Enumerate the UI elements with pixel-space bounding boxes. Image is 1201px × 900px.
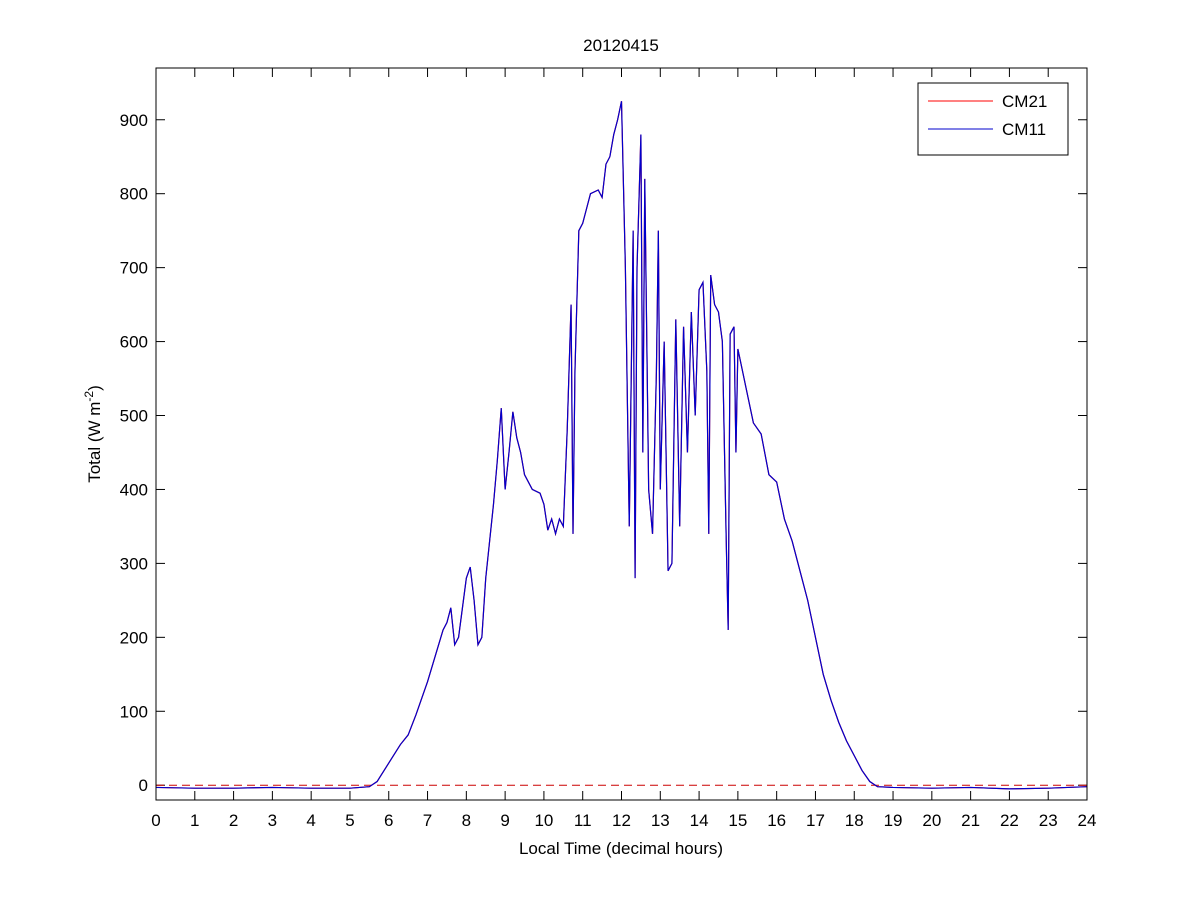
x-tick-label: 4 [306,811,315,830]
y-tick-label: 200 [120,628,148,647]
y-tick-label: 600 [120,333,148,352]
series-line [155,101,1088,790]
y-label-sup: -2 [82,391,96,402]
x-axis-label: Local Time (decimal hours) [519,839,723,858]
x-tick-label: 13 [651,811,670,830]
y-label-suffix: ) [85,385,104,391]
legend-label: CM21 [1002,92,1047,111]
x-tick-label: 1 [190,811,199,830]
x-tick-label: 15 [728,811,747,830]
legend-label: CM11 [1002,120,1046,139]
y-tick-label: 100 [120,702,148,721]
x-tick-label: 7 [423,811,432,830]
chart-title: 20120415 [583,36,659,55]
x-tick-label: 17 [806,811,825,830]
x-tick-label: 19 [884,811,903,830]
x-tick-label: 11 [574,811,592,830]
x-tick-label: 8 [462,811,471,830]
x-tick-label: 22 [1000,811,1019,830]
x-tick-label: 5 [345,811,354,830]
x-tick-label: 2 [229,811,238,830]
x-tick-label: 0 [151,811,160,830]
x-tick-label: 12 [612,811,631,830]
y-tick-label: 700 [120,259,148,278]
x-tick-label: 14 [690,811,709,830]
x-tick-label: 18 [845,811,864,830]
x-tick-label: 3 [268,811,277,830]
x-tick-label: 20 [922,811,941,830]
x-tick-label: 16 [767,811,786,830]
x-tick-label: 23 [1039,811,1058,830]
plot-frame [155,67,1088,801]
x-tick-label: 10 [534,811,553,830]
x-tick-label: 6 [384,811,393,830]
legend-box [917,82,1069,156]
x-tick-label: 21 [961,811,980,830]
y-tick-label: 500 [120,407,148,426]
y-label-text: Total (W m [85,402,104,483]
y-tick-label: 900 [120,111,148,130]
y-tick-label: 300 [120,554,148,573]
x-tick-label: 24 [1078,811,1097,830]
y-tick-label: 400 [120,480,148,499]
y-axis-label: Total (W m-2) [82,385,104,483]
x-tick-label: 9 [500,811,509,830]
y-tick-label: 0 [139,776,148,795]
y-tick-label: 800 [120,185,148,204]
